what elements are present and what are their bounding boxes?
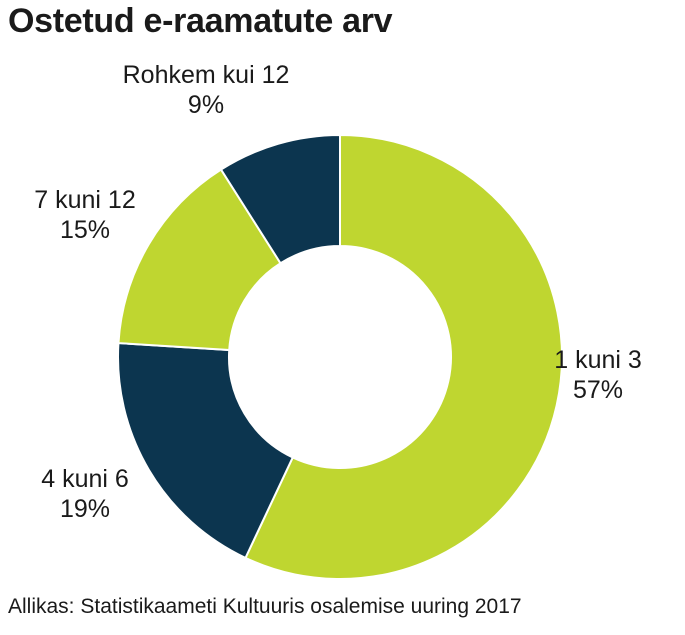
slice-category-1-kuni-3: 1 kuni 3	[554, 346, 642, 374]
donut-slices	[117, 133, 563, 580]
slice-7-kuni-12	[117, 168, 282, 352]
slice-value-1-kuni-3: 57%	[573, 376, 623, 404]
chart-title: Ostetud e-raamatute arv	[8, 2, 393, 40]
slice-label-4-kuni-6: 4 kuni 6 19%	[41, 465, 129, 523]
slice-1-kuni-3	[244, 133, 563, 580]
slice-rohkem-kui-12	[219, 133, 341, 265]
slice-category-7-kuni-12: 7 kuni 12	[34, 186, 135, 214]
slice-category-4-kuni-6: 4 kuni 6	[41, 465, 129, 493]
slice-4-kuni-6	[117, 342, 295, 560]
slice-label-7-kuni-12: 7 kuni 12 15%	[34, 186, 135, 244]
slice-label-1-kuni-3: 1 kuni 3 57%	[554, 346, 642, 404]
slice-label-rohkem-kui-12: Rohkem kui 12 9%	[123, 61, 290, 119]
source-note: Allikas: Statistikaameti Kultuuris osale…	[8, 595, 522, 618]
slice-value-4-kuni-6: 19%	[60, 495, 110, 523]
slice-category-rohkem-kui-12: Rohkem kui 12	[123, 61, 290, 89]
slice-labels: 1 kuni 3 57% 4 kuni 6 19% 7 kuni 12 15% Rohkem…	[34, 61, 642, 523]
slice-value-rohkem-kui-12: 9%	[188, 91, 224, 119]
slice-value-7-kuni-12: 15%	[60, 216, 110, 244]
